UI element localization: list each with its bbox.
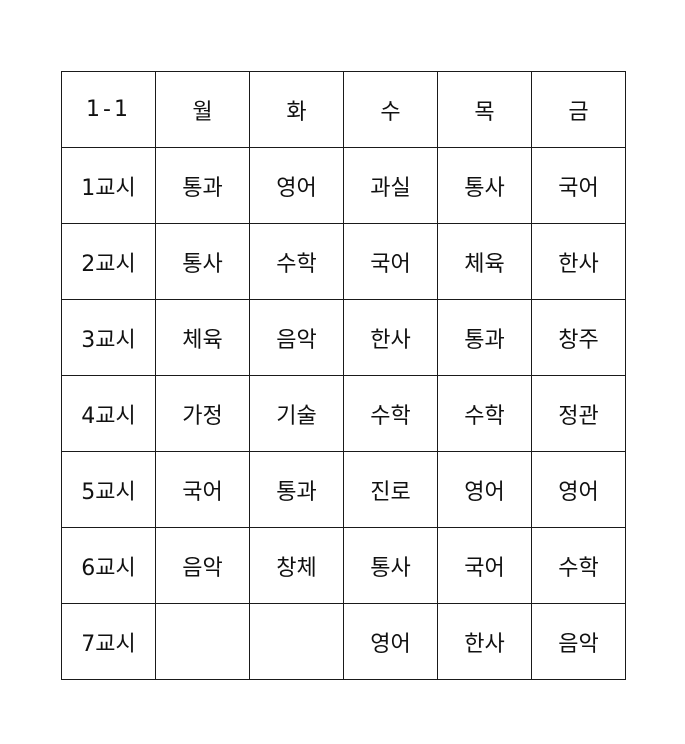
subject-cell: 영어 bbox=[531, 451, 626, 528]
period-label: 4교시 bbox=[61, 375, 156, 452]
header-row: 1-1 월 화 수 목 금 bbox=[61, 71, 626, 148]
subject-cell: 국어 bbox=[531, 147, 626, 224]
day-header-fri: 금 bbox=[531, 71, 626, 148]
subject-cell: 국어 bbox=[155, 451, 250, 528]
subject-cell: 음악 bbox=[531, 603, 626, 680]
subject-cell: 기술 bbox=[249, 375, 344, 452]
period-label: 3교시 bbox=[61, 299, 156, 376]
subject-cell: 정관 bbox=[531, 375, 626, 452]
subject-cell: 국어 bbox=[343, 223, 438, 300]
table-row: 4교시 가정 기술 수학 수학 정관 bbox=[61, 375, 626, 452]
subject-cell: 한사 bbox=[343, 299, 438, 376]
subject-cell: 한사 bbox=[531, 223, 626, 300]
subject-cell: 음악 bbox=[155, 527, 250, 604]
subject-cell: 수학 bbox=[343, 375, 438, 452]
subject-cell-empty bbox=[249, 603, 344, 680]
class-label-cell: 1-1 bbox=[61, 71, 156, 148]
table-row: 1교시 통과 영어 과실 통사 국어 bbox=[61, 147, 626, 224]
period-label: 5교시 bbox=[61, 451, 156, 528]
subject-cell: 통과 bbox=[249, 451, 344, 528]
subject-cell: 체육 bbox=[155, 299, 250, 376]
subject-cell: 영어 bbox=[249, 147, 344, 224]
subject-cell: 창체 bbox=[249, 527, 344, 604]
subject-cell: 영어 bbox=[437, 451, 532, 528]
subject-cell: 통과 bbox=[155, 147, 250, 224]
class-timetable: 1-1 월 화 수 목 금 1교시 통과 영어 과실 통사 국어 2교시 통사 … bbox=[61, 71, 626, 680]
subject-cell: 가정 bbox=[155, 375, 250, 452]
subject-cell: 수학 bbox=[249, 223, 344, 300]
table-row: 2교시 통사 수학 국어 체육 한사 bbox=[61, 223, 626, 300]
subject-cell: 통과 bbox=[437, 299, 532, 376]
subject-cell: 수학 bbox=[531, 527, 626, 604]
subject-cell: 음악 bbox=[249, 299, 344, 376]
table-row: 7교시 영어 한사 음악 bbox=[61, 603, 626, 680]
subject-cell-empty bbox=[155, 603, 250, 680]
subject-cell: 창주 bbox=[531, 299, 626, 376]
subject-cell: 통사 bbox=[343, 527, 438, 604]
day-header-wed: 수 bbox=[343, 71, 438, 148]
table-row: 3교시 체육 음악 한사 통과 창주 bbox=[61, 299, 626, 376]
period-label: 1교시 bbox=[61, 147, 156, 224]
subject-cell: 과실 bbox=[343, 147, 438, 224]
day-header-thu: 목 bbox=[437, 71, 532, 148]
subject-cell: 한사 bbox=[437, 603, 532, 680]
period-label: 2교시 bbox=[61, 223, 156, 300]
subject-cell: 국어 bbox=[437, 527, 532, 604]
day-header-tue: 화 bbox=[249, 71, 344, 148]
day-header-mon: 월 bbox=[155, 71, 250, 148]
subject-cell: 통사 bbox=[155, 223, 250, 300]
period-label: 6교시 bbox=[61, 527, 156, 604]
subject-cell: 영어 bbox=[343, 603, 438, 680]
table-row: 5교시 국어 통과 진로 영어 영어 bbox=[61, 451, 626, 528]
period-label: 7교시 bbox=[61, 603, 156, 680]
subject-cell: 통사 bbox=[437, 147, 532, 224]
table-row: 6교시 음악 창체 통사 국어 수학 bbox=[61, 527, 626, 604]
subject-cell: 수학 bbox=[437, 375, 532, 452]
subject-cell: 진로 bbox=[343, 451, 438, 528]
subject-cell: 체육 bbox=[437, 223, 532, 300]
